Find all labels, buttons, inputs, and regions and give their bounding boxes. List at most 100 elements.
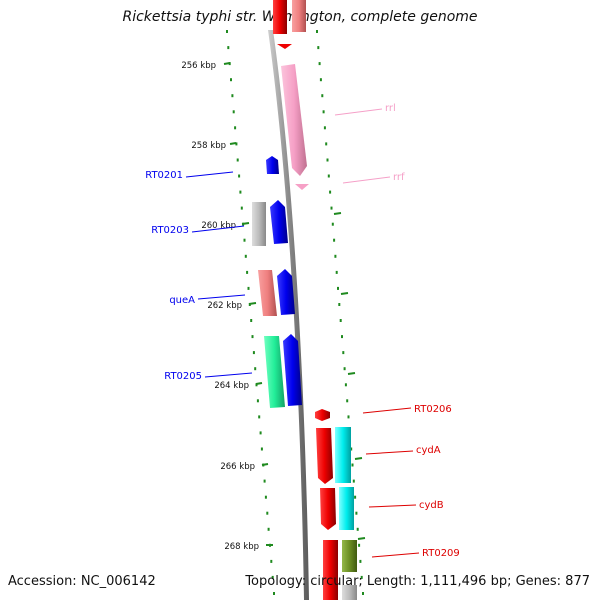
label-rt0203[interactable]: RT0203 <box>151 225 245 236</box>
tick-dot <box>266 511 269 515</box>
tick-dot <box>351 463 354 467</box>
tick-dot <box>258 415 261 419</box>
label-rt0201[interactable]: RT0201 <box>145 170 234 181</box>
tick-dot <box>335 270 338 274</box>
tick-dot <box>251 335 254 339</box>
tick-dot <box>240 206 243 210</box>
tick-264: 264 kbp <box>214 381 263 391</box>
tick-dot <box>354 495 357 499</box>
accession-text: Accession: NC_006142 <box>8 574 156 589</box>
gene-rt0209-pair[interactable] <box>323 540 357 600</box>
tick-260: 260 kbp <box>201 221 250 231</box>
gene-rt0205-pair[interactable] <box>264 334 302 408</box>
gene-rt0203-pair[interactable] <box>252 200 288 246</box>
tick-dot <box>239 190 242 194</box>
tick-label: 258 kbp <box>191 141 226 151</box>
gene-label: RT0206 <box>414 404 452 415</box>
tick-dot <box>346 399 349 403</box>
gene-rrl[interactable] <box>281 64 307 176</box>
tick-dot <box>260 447 263 451</box>
tick-dot <box>323 126 326 130</box>
tick-dot <box>358 543 361 547</box>
label-cydb[interactable]: cydB <box>368 500 444 511</box>
label-cyda[interactable]: cydA <box>365 445 441 456</box>
genome-summary-text: Topology: circular; Length: 1,111,496 bp… <box>245 574 590 589</box>
label-rt0206[interactable]: RT0206 <box>362 404 452 415</box>
tick-dot <box>334 254 337 258</box>
gene-label: RT0201 <box>145 170 183 181</box>
label-rrf[interactable]: rrf <box>342 172 405 184</box>
gene-rt0201[interactable] <box>266 156 279 174</box>
gene-label: rrl <box>385 103 396 114</box>
tick-dot <box>359 559 362 563</box>
tick-label: 266 kbp <box>220 462 255 472</box>
gene-label: cydA <box>416 445 441 456</box>
tick-dot <box>362 592 364 595</box>
tick-label: 262 kbp <box>207 301 242 311</box>
gene-label: RT0203 <box>151 225 189 236</box>
tick-dot <box>356 527 359 531</box>
tick-label: 264 kbp <box>214 381 249 391</box>
gene-label: cydB <box>419 500 444 511</box>
tick-dot <box>338 303 341 306</box>
label-rt0209[interactable]: RT0209 <box>371 548 460 559</box>
tick-dot <box>230 78 232 82</box>
label-rt0205[interactable]: RT0205 <box>164 371 253 382</box>
tick-dot <box>350 447 353 451</box>
tick-dot <box>267 527 270 531</box>
tick-dot <box>271 575 274 579</box>
tick-dot <box>318 62 321 66</box>
tick-dot <box>322 110 325 114</box>
tick-dot <box>325 142 328 146</box>
tick-dot <box>360 575 363 579</box>
tick-dot <box>232 110 235 114</box>
tick-dot <box>254 367 257 371</box>
tick-dot <box>231 94 234 98</box>
right-ticks <box>333 212 366 540</box>
tick-dot <box>264 495 267 499</box>
tick-dot <box>238 174 241 178</box>
gene-quea-pair[interactable] <box>258 269 295 316</box>
tick-268: 268 kbp <box>224 542 273 552</box>
tick-label: 268 kbp <box>224 542 259 552</box>
tick-dot <box>352 479 355 483</box>
tick-dot <box>256 399 259 403</box>
gene-cydb-pair[interactable] <box>320 487 354 530</box>
tick-dot <box>243 238 246 242</box>
tick-266: 266 kbp <box>220 462 269 472</box>
gene-rt0206[interactable] <box>315 409 330 421</box>
genome-backbone <box>268 30 309 600</box>
top-features <box>273 0 306 49</box>
tick-dots-right <box>316 30 364 595</box>
tick-label: 260 kbp <box>201 221 236 231</box>
tick-dot <box>327 174 330 178</box>
tick-dot <box>347 415 350 419</box>
label-rrl[interactable]: rrl <box>334 103 396 116</box>
tick-dot <box>331 222 334 226</box>
tick-dot <box>250 319 253 322</box>
gene-label: rrf <box>393 172 405 183</box>
tick-dot <box>337 286 339 290</box>
tick-dot <box>333 238 336 242</box>
tick-dot <box>342 351 345 355</box>
tick-dot <box>316 30 318 33</box>
tick-dot <box>246 270 249 274</box>
tick-dot <box>355 511 358 515</box>
tick-dot <box>236 158 239 162</box>
tick-dot <box>326 158 329 162</box>
tick-dot <box>270 559 273 563</box>
label-quea[interactable]: queA <box>169 294 246 306</box>
gene-cyda-pair[interactable] <box>316 427 351 484</box>
tick-dot <box>234 126 237 130</box>
tick-dot <box>329 190 332 194</box>
tick-dot <box>343 367 346 371</box>
gene-rrf[interactable] <box>295 184 309 190</box>
tick-256: 256 kbp <box>181 61 231 71</box>
tick-dot <box>319 78 322 82</box>
tick-dot <box>317 46 320 50</box>
tick-dot <box>330 206 333 210</box>
tick-262: 262 kbp <box>207 301 257 311</box>
gene-label: queA <box>169 295 195 306</box>
tick-dot <box>227 46 230 50</box>
